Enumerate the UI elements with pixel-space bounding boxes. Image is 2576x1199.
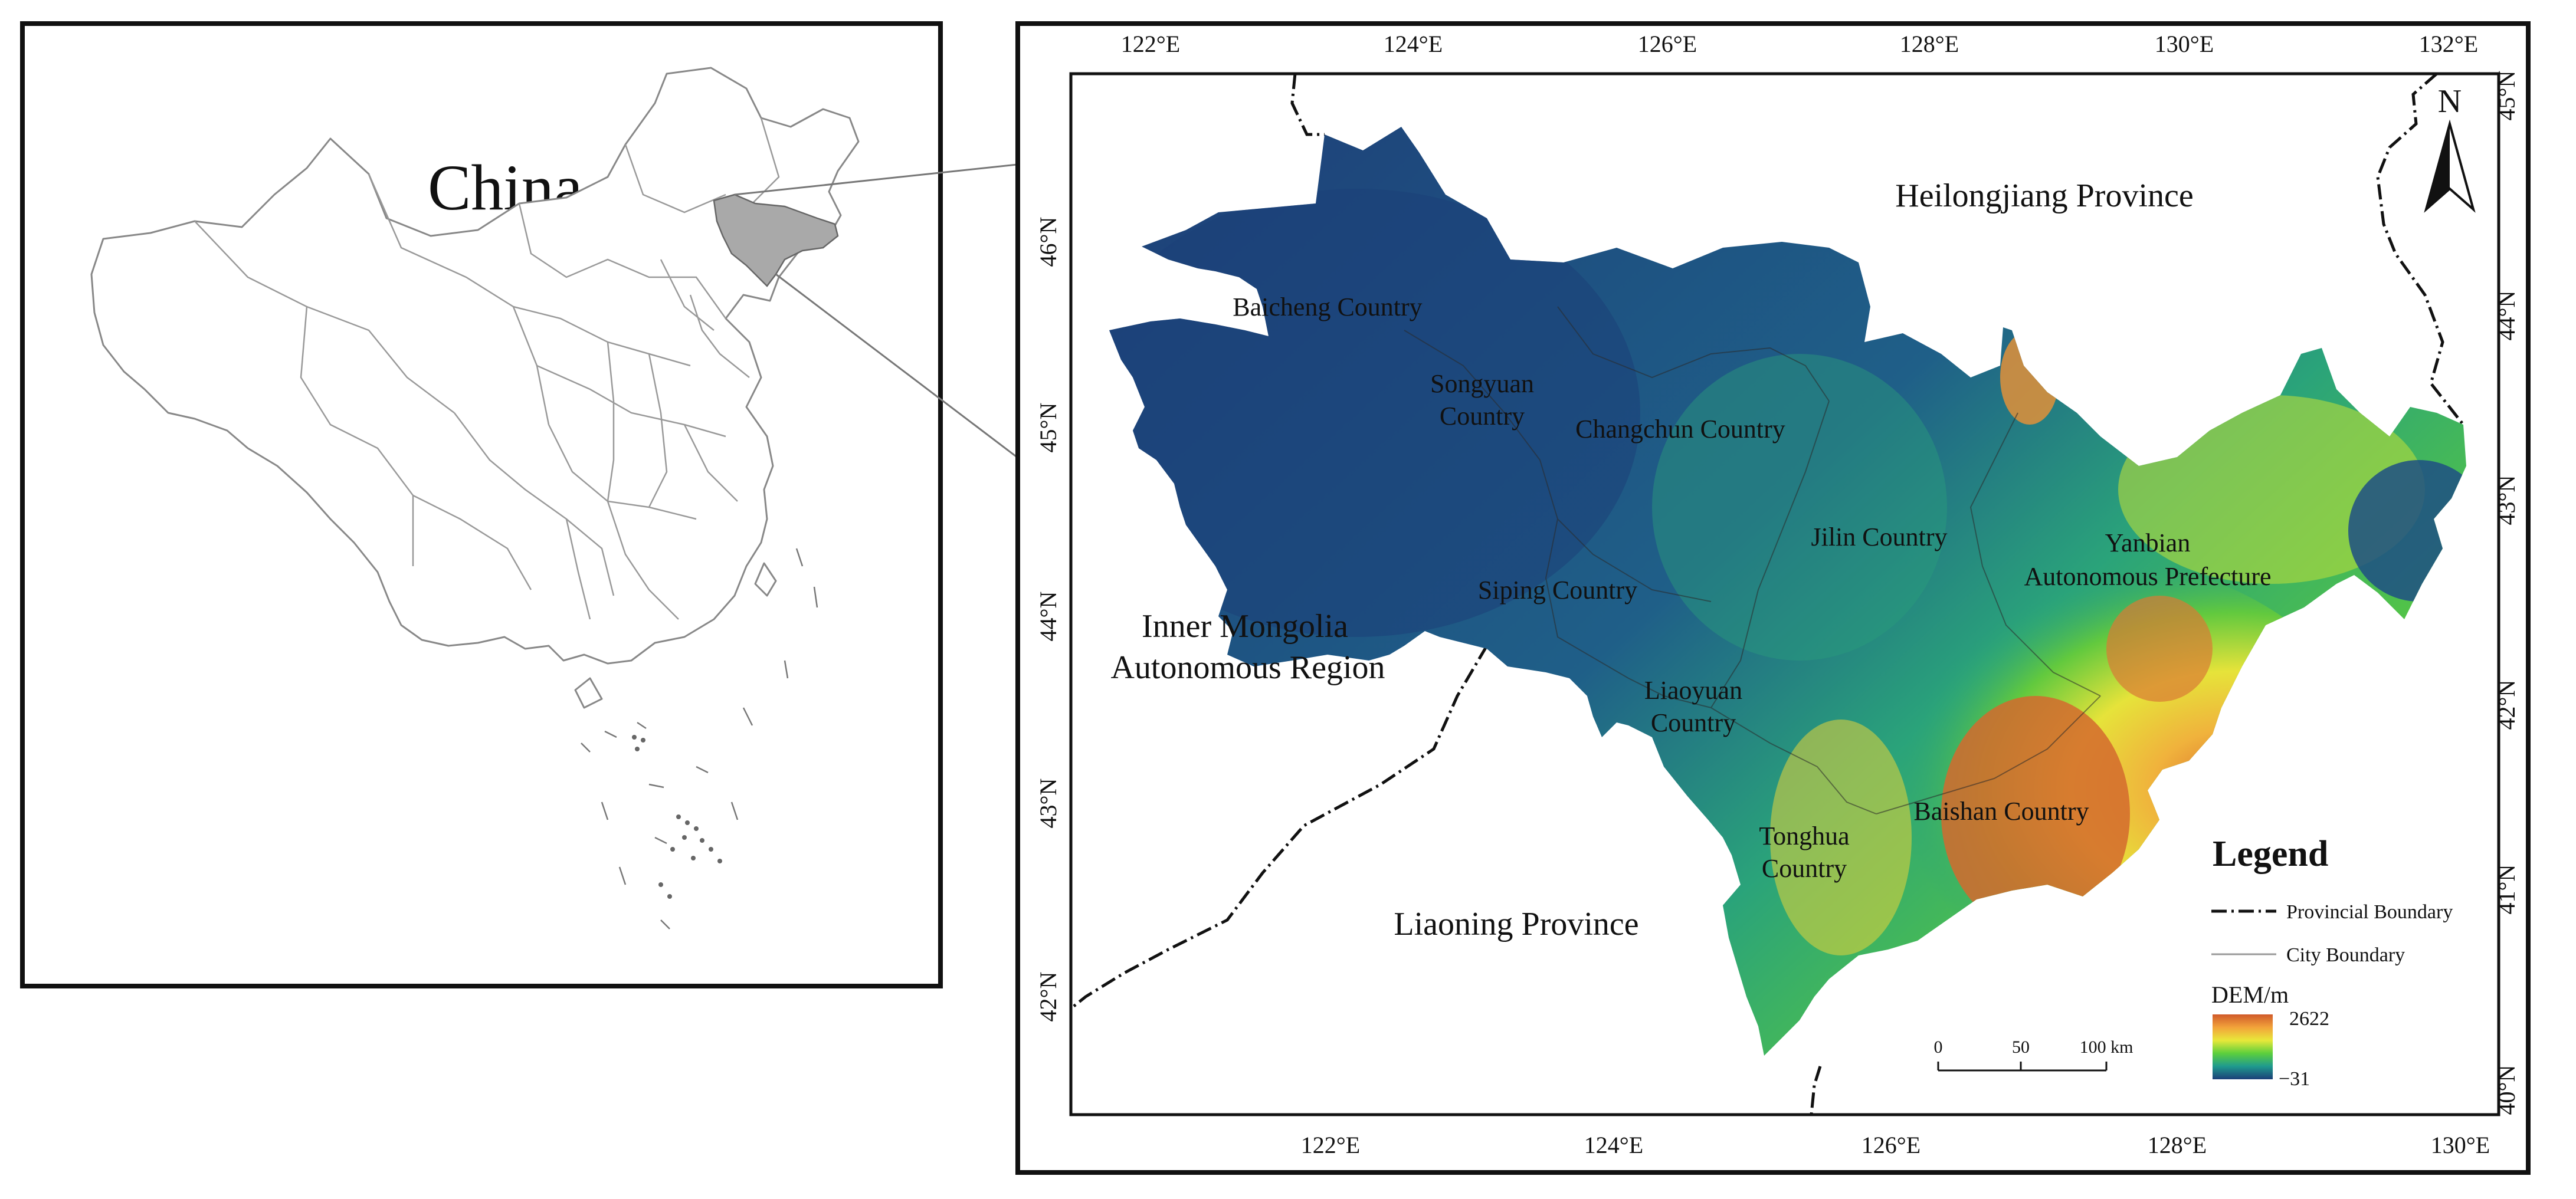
label-tonghua-line2: Country	[1762, 854, 1847, 883]
city-boundaries	[1404, 306, 2101, 814]
legend-city-label: City Boundary	[2286, 944, 2405, 966]
tick-left-1: 45°N	[1035, 403, 1061, 453]
jilin-highlight	[713, 193, 839, 287]
tick-right-5: 40°N	[2493, 1065, 2520, 1115]
label-baicheng: Baicheng Country	[1233, 293, 1422, 321]
scale-bar: 0 50 100 km	[1934, 1037, 2133, 1072]
legend-dem-min: −31	[2279, 1068, 2310, 1090]
north-arrow-label: N	[2438, 83, 2462, 120]
top-graticule-ticks: 122°E 124°E 126°E 128°E 130°E 132°E	[1121, 31, 2478, 57]
scale-tick-50: 50	[2012, 1037, 2030, 1057]
label-songyuan-line2: Country	[1440, 402, 1525, 431]
label-liaoyuan-line1: Liaoyuan	[1644, 676, 1742, 705]
bottom-graticule-ticks: 122°E 124°E 126°E 128°E 130°E	[1301, 1132, 2490, 1158]
right-graticule-ticks: 45°N 44°N 43°N 42°N 41°N 40°N	[2493, 71, 2520, 1115]
scale-tick-100: 100 km	[2080, 1037, 2133, 1057]
north-arrow: N	[2424, 83, 2476, 213]
tick-top-2: 126°E	[1638, 31, 1697, 57]
tick-bottom-0: 122°E	[1301, 1132, 1360, 1158]
legend-title: Legend	[2213, 834, 2328, 874]
legend-dem-max: 2622	[2289, 1008, 2329, 1030]
scale-tick-0: 0	[1934, 1037, 1943, 1057]
label-heilongjiang: Heilongjiang Province	[1895, 178, 2193, 214]
label-songyuan-line1: Songyuan	[1430, 369, 1534, 398]
label-yanbian-line2: Autonomous Prefecture	[2024, 562, 2271, 591]
main-map: 0 50 100 km N Baicheng Country Songyuan …	[1015, 21, 2531, 1175]
legend-dem-ramp	[2213, 1014, 2273, 1079]
label-baishan: Baishan Country	[1914, 797, 2089, 826]
china-inset: China	[20, 21, 943, 988]
label-siping: Siping Country	[1478, 576, 1637, 605]
label-tonghua-line1: Tonghua	[1759, 822, 1849, 850]
tick-right-4: 41°N	[2493, 865, 2520, 915]
tick-top-3: 128°E	[1900, 31, 1959, 57]
region-labels: Baicheng Country Songyuan Country Changc…	[1233, 293, 2271, 883]
label-yanbian-line1: Yanbian	[2105, 528, 2191, 557]
tick-right-3: 42°N	[2493, 680, 2520, 730]
legend-provincial-label: Provincial Boundary	[2286, 901, 2453, 923]
china-province-lines	[194, 117, 780, 620]
tick-left-2: 44°N	[1035, 592, 1061, 642]
tick-right-2: 43°N	[2493, 475, 2520, 525]
tick-top-0: 122°E	[1121, 31, 1180, 57]
left-graticule-ticks: 46°N 45°N 44°N 43°N 42°N	[1035, 217, 1061, 1022]
legend-dem-title: DEM/m	[2211, 981, 2289, 1008]
map-legend: Legend Provincial Boundary City Boundary…	[2211, 834, 2453, 1090]
label-inner-mongolia-line2: Autonomous Region	[1110, 649, 1385, 686]
tick-left-0: 46°N	[1035, 217, 1061, 267]
tick-right-0: 45°N	[2493, 71, 2520, 121]
tick-bottom-4: 130°E	[2431, 1132, 2490, 1158]
tick-top-1: 124°E	[1384, 31, 1443, 57]
tick-bottom-3: 128°E	[2148, 1132, 2207, 1158]
south-sea-islands	[581, 548, 818, 929]
label-liaoyuan-line2: Country	[1651, 708, 1736, 737]
label-inner-mongolia-line1: Inner Mongolia	[1142, 608, 1348, 645]
label-jilin: Jilin Country	[1811, 523, 1947, 551]
label-changchun: Changchun Country	[1575, 415, 1785, 444]
tick-left-3: 43°N	[1035, 778, 1061, 829]
provincial-boundaries	[1071, 74, 2464, 1115]
tick-top-5: 132°E	[2419, 31, 2478, 57]
tick-right-1: 44°N	[2493, 291, 2520, 341]
tick-bottom-1: 124°E	[1584, 1132, 1643, 1158]
south-sea-dots	[632, 735, 722, 899]
label-liaoning: Liaoning Province	[1394, 906, 1638, 942]
outside-labels: Heilongjiang Province Inner Mongolia Aut…	[1110, 178, 2193, 942]
tick-top-4: 130°E	[2155, 31, 2214, 57]
tick-left-4: 42°N	[1035, 972, 1061, 1022]
tick-bottom-2: 126°E	[1861, 1132, 1920, 1158]
